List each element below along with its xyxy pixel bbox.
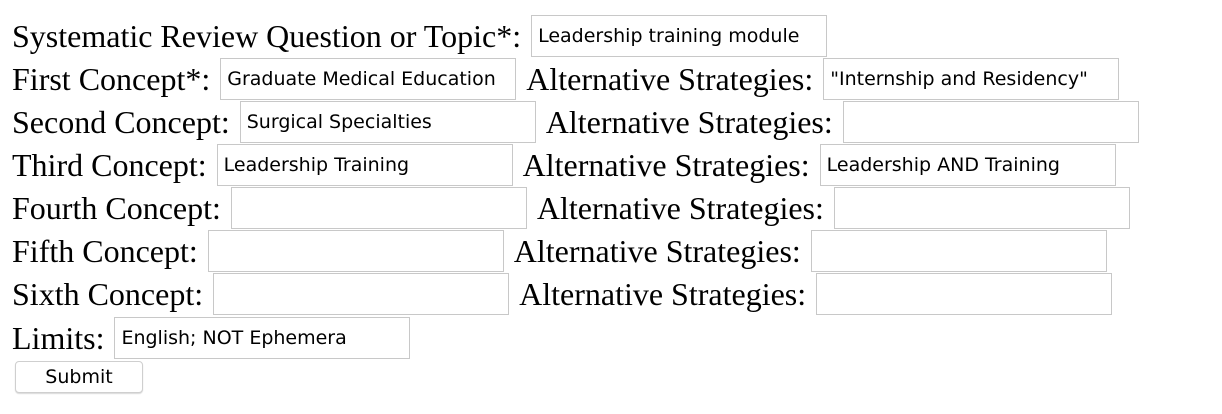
- concept-6-input[interactable]: [213, 273, 510, 315]
- concept-2-alt-label: Alternative Strategies:: [545, 104, 833, 140]
- concept-5-label: Fifth Concept:: [12, 233, 198, 269]
- topic-input[interactable]: [531, 15, 828, 57]
- concept-5-alt-label: Alternative Strategies:: [513, 233, 801, 269]
- concept-1-label: First Concept*:: [12, 61, 211, 97]
- concept-5-alt-input[interactable]: [810, 230, 1107, 272]
- limits-row: Limits:: [12, 317, 420, 359]
- limits-input[interactable]: [114, 317, 411, 359]
- concept-3-alt-input[interactable]: [819, 144, 1116, 186]
- concept-1-input[interactable]: [220, 58, 517, 100]
- concept-5-input[interactable]: [207, 230, 504, 272]
- concept-3-label: Third Concept:: [12, 147, 207, 183]
- concept-row-3: Third Concept: Alternative Strategies:: [12, 144, 1126, 186]
- concept-1-alt-label: Alternative Strategies:: [526, 61, 814, 97]
- concept-3-input[interactable]: [216, 144, 513, 186]
- concept-row-5: Fifth Concept: Alternative Strategies:: [12, 230, 1117, 272]
- concept-4-alt-label: Alternative Strategies:: [536, 190, 824, 226]
- submit-button[interactable]: Submit: [15, 361, 143, 393]
- concept-row-4: Fourth Concept: Alternative Strategies:: [12, 187, 1140, 229]
- concept-row-2: Second Concept: Alternative Strategies:: [12, 101, 1149, 143]
- concept-6-alt-label: Alternative Strategies:: [519, 276, 807, 312]
- concept-1-alt-input[interactable]: [823, 58, 1120, 100]
- concept-2-input[interactable]: [239, 101, 536, 143]
- concept-3-alt-label: Alternative Strategies:: [522, 147, 810, 183]
- concept-6-label: Sixth Concept:: [12, 276, 204, 312]
- concept-4-label: Fourth Concept:: [12, 190, 221, 226]
- concept-2-alt-input[interactable]: [842, 101, 1139, 143]
- topic-label: Systematic Review Question or Topic*:: [12, 18, 522, 54]
- concept-4-input[interactable]: [230, 187, 527, 229]
- concept-2-label: Second Concept:: [12, 104, 230, 140]
- concept-row-1: First Concept*: Alternative Strategies:: [12, 58, 1129, 100]
- concept-row-6: Sixth Concept: Alternative Strategies:: [12, 273, 1122, 315]
- topic-row: Systematic Review Question or Topic*:: [12, 15, 837, 57]
- concept-6-alt-input[interactable]: [816, 273, 1113, 315]
- limits-label: Limits:: [12, 320, 105, 356]
- concept-4-alt-input[interactable]: [833, 187, 1130, 229]
